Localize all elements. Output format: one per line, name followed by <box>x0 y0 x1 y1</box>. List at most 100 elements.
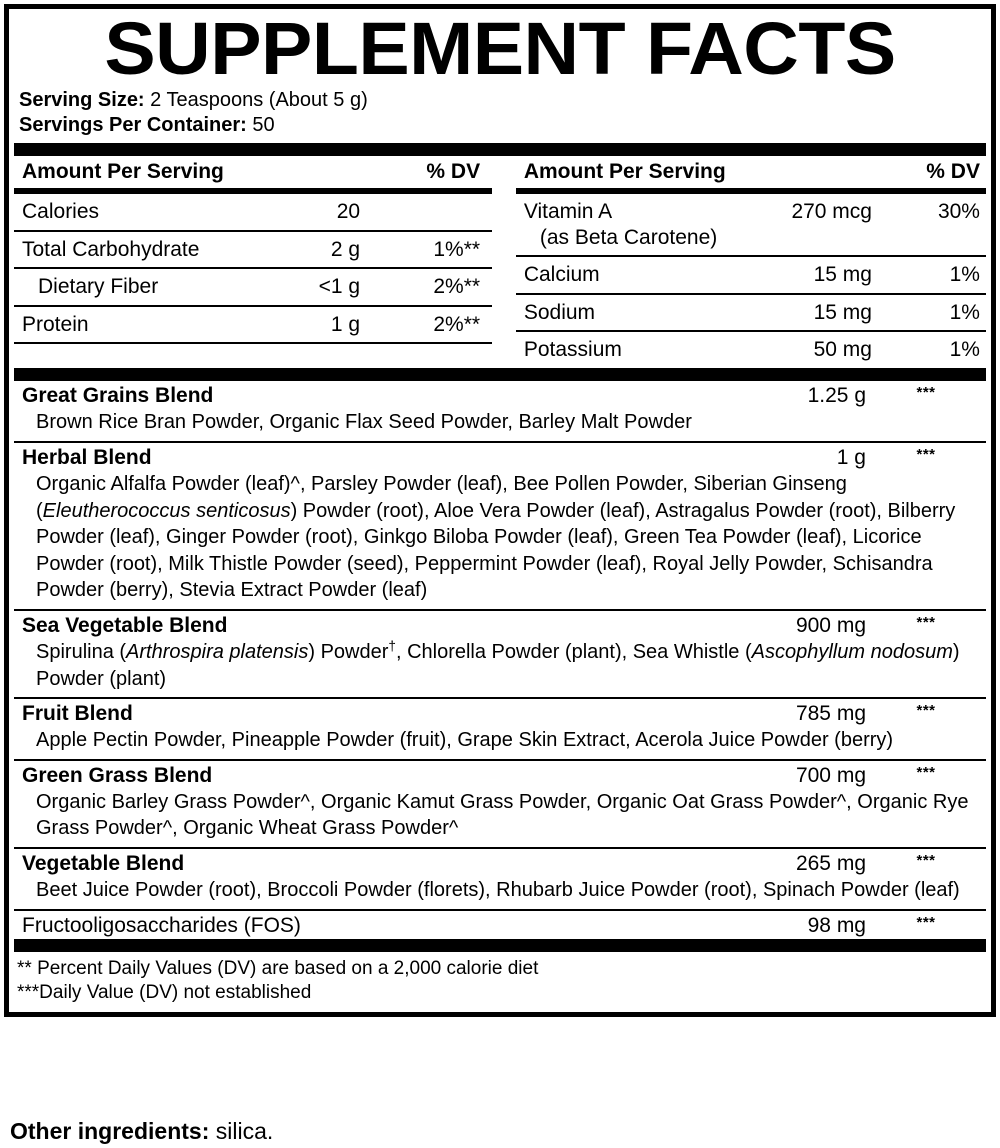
blend-row: Herbal Blend 1 g *** Organic Alfalfa Pow… <box>14 443 986 612</box>
right-header-amount-label: Amount Per Serving <box>523 160 726 184</box>
nutrient-name: Total Carbohydrate <box>22 237 200 261</box>
blend-heading: Herbal Blend 1 g *** <box>14 443 986 471</box>
blends-section: Great Grains Blend 1.25 g *** Brown Rice… <box>9 381 991 938</box>
servings-per-container-line: Servings Per Container: 50 <box>19 113 981 138</box>
blend-amount: 785 mg <box>795 702 866 726</box>
blend-name: Fructooligosaccharides (FOS) <box>22 913 301 937</box>
nutrient-amount: 2 g <box>330 237 361 261</box>
blend-amount: 265 mg <box>795 852 866 875</box>
left-header-dv-label: % DV <box>426 160 481 184</box>
blend-ingredients: Apple Pectin Powder, Pineapple Powder (f… <box>36 729 894 752</box>
nutrient-dv: 1% <box>949 300 980 324</box>
nutrient-name: Protein <box>22 312 89 336</box>
nutrient-amount: <1 g <box>318 275 361 299</box>
left-header-amount-label: Amount Per Serving <box>22 160 224 184</box>
servings-per-container-label: Servings Per Container: <box>19 114 247 137</box>
blend-dv: *** <box>916 763 936 781</box>
blend-row: Fruit Blend 785 mg *** Apple Pectin Powd… <box>14 699 986 761</box>
table-row: Sodium 15 mg 1% <box>515 295 986 333</box>
divider-thick-top <box>14 143 986 157</box>
nutrient-name: Calcium <box>523 263 600 287</box>
nutrition-column-right: Amount Per Serving % DV Vitamin A (as Be… <box>515 156 986 368</box>
nutrient-amount: 15 mg <box>813 300 872 324</box>
column-gap <box>492 156 516 368</box>
nutrient-name: Calories <box>22 200 100 224</box>
servings-per-container-value: 50 <box>252 114 275 137</box>
serving-size-line: Serving Size: 2 Teaspoons (About 5 g) <box>19 88 981 113</box>
table-row: Potassium 50 mg 1% <box>516 332 986 368</box>
footnote-line: ***Daily Value (DV) not established <box>17 982 312 1004</box>
nutrient-amount: 50 mg <box>813 338 872 362</box>
other-ingredients: Other ingredients: silica. <box>10 1118 273 1144</box>
right-header-rule <box>515 188 986 195</box>
blend-name: Green Grass Blend <box>22 763 213 787</box>
blend-ingredients: Organic Barley Grass Powder^, Organic Ka… <box>36 790 969 840</box>
right-column-header: Amount Per Serving % DV <box>516 156 986 188</box>
nutrient-amount: 270 mcg <box>791 200 872 224</box>
blend-ingredients: Beet Juice Powder (root), Broccoli Powde… <box>36 879 960 901</box>
blend-heading: Sea Vegetable Blend 900 mg *** <box>14 611 986 639</box>
footnotes-section: ** Percent Daily Values (DV) are based o… <box>9 952 991 1012</box>
blend-amount: 1 g <box>836 446 866 470</box>
blend-dv: *** <box>916 913 936 931</box>
table-row: Dietary Fiber <1 g 2%** <box>14 269 493 307</box>
blend-ingredients: Brown Rice Bran Powder, Organic Flax See… <box>36 411 692 434</box>
footnote-line: ** Percent Daily Values (DV) are based o… <box>17 957 539 979</box>
nutrient-amount: 1 g <box>330 312 361 336</box>
blend-row: Fructooligosaccharides (FOS) 98 mg *** <box>14 911 986 939</box>
table-row: Vitamin A (as Beta Carotene) 270 mcg 30% <box>515 194 986 258</box>
blend-name: Herbal Blend <box>22 446 152 470</box>
divider-thick-blends <box>14 368 986 382</box>
nutrient-dv: 1% <box>949 263 980 287</box>
divider-thick-footnotes <box>14 938 986 952</box>
nutrient-dv: 2%** <box>433 275 481 299</box>
nutrient-amount: 20 <box>336 200 361 224</box>
table-row: Calories 20 <box>14 194 493 232</box>
nutrition-column-left: Amount Per Serving % DV Calories 20 Tota… <box>14 156 493 368</box>
blend-amount: 900 mg <box>795 614 866 638</box>
blend-name: Sea Vegetable Blend <box>22 614 228 638</box>
nutrient-dv: 30% <box>937 200 980 224</box>
nutrient-dv: 2%** <box>433 312 481 336</box>
blend-dv: *** <box>916 446 936 464</box>
blend-name: Vegetable Blend <box>22 852 185 875</box>
blend-dv: *** <box>916 852 936 869</box>
blend-name: Fruit Blend <box>22 702 133 726</box>
blend-heading: Great Grains Blend 1.25 g *** <box>14 381 986 409</box>
page-title: SUPPLEMENT FACTS <box>104 7 896 90</box>
nutrient-amount: 15 mg <box>813 263 872 287</box>
left-column-header: Amount Per Serving % DV <box>14 156 492 188</box>
nutrient-dv: 1%** <box>433 237 481 261</box>
blend-heading: Fructooligosaccharides (FOS) 98 mg *** <box>14 911 986 939</box>
blend-amount: 700 mg <box>795 763 866 787</box>
table-row: Protein 1 g 2%** <box>14 307 493 345</box>
serving-info: Serving Size: 2 Teaspoons (About 5 g) Se… <box>9 86 991 143</box>
left-header-rule <box>14 188 493 195</box>
blend-ingredients: Organic Alfalfa Powder (leaf)^, Parsley … <box>36 473 956 602</box>
nutrient-name-main: Vitamin A <box>523 200 613 224</box>
blend-row: Green Grass Blend 700 mg *** Organic Bar… <box>14 761 986 849</box>
blend-amount: 1.25 g <box>807 384 866 408</box>
blend-heading: Green Grass Blend 700 mg *** <box>14 761 986 789</box>
blend-row: Sea Vegetable Blend 900 mg *** Spirulina… <box>14 611 986 700</box>
blend-dv: *** <box>916 702 936 720</box>
nutrition-columns: Amount Per Serving % DV Calories 20 Tota… <box>9 156 991 368</box>
blend-amount: 98 mg <box>807 913 866 937</box>
right-header-dv-label: % DV <box>926 160 980 184</box>
nutrient-name: Sodium <box>523 300 596 324</box>
blend-dv: *** <box>916 384 936 402</box>
nutrient-name-sub: (as Beta Carotene) <box>539 225 718 249</box>
nutrient-name: Dietary Fiber <box>38 275 159 299</box>
table-row: Calcium 15 mg 1% <box>515 257 986 295</box>
left-column-spacer <box>14 344 492 368</box>
serving-size-value: 2 Teaspoons (About 5 g) <box>150 89 368 112</box>
other-ingredients-value: silica. <box>215 1117 274 1144</box>
blend-name: Great Grains Blend <box>22 384 214 408</box>
table-row: Total Carbohydrate 2 g 1%** <box>14 232 493 270</box>
blend-heading: Vegetable Blend 265 mg *** <box>14 849 986 877</box>
nutrient-dv: 1% <box>949 338 980 362</box>
other-ingredients-label: Other ingredients: <box>10 1117 210 1144</box>
blend-ingredients: Spirulina (Arthrospira platensis) Powder… <box>36 638 960 690</box>
nutrient-name: Potassium <box>523 338 622 362</box>
